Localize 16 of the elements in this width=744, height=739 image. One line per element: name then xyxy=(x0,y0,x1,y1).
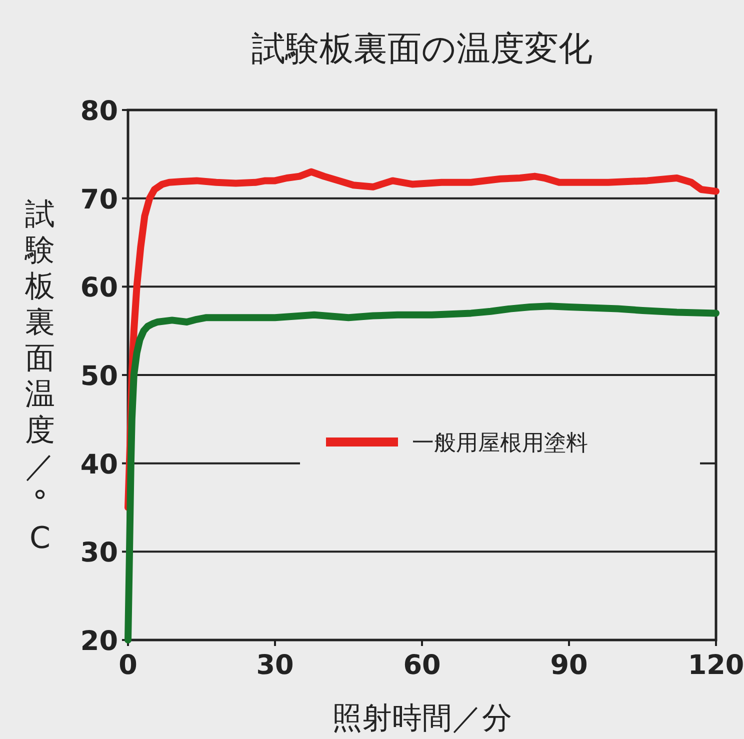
y-tick-label: 80 xyxy=(80,96,118,127)
x-tick-label: 60 xyxy=(403,650,441,681)
x-tick-label: 90 xyxy=(550,650,588,681)
y-tick-label: 50 xyxy=(80,361,118,392)
x-axis-title: 照射時間／分 xyxy=(332,701,512,736)
legend-label: 一般用屋根用塗料 xyxy=(412,431,588,456)
x-tick-label: 30 xyxy=(256,650,294,681)
y-tick-label: 20 xyxy=(80,626,118,657)
y-tick-label: 40 xyxy=(80,449,118,480)
chart-title: 試験板裏面の温度変化 xyxy=(252,29,592,69)
y-tick-label: 70 xyxy=(80,184,118,216)
x-tick-label: 120 xyxy=(688,650,744,681)
x-tick-label: 0 xyxy=(118,650,138,681)
y-tick-label: 30 xyxy=(80,538,118,569)
text: 試験板裏面温度／° C xyxy=(25,197,55,556)
y-tick-label: 60 xyxy=(80,272,118,304)
